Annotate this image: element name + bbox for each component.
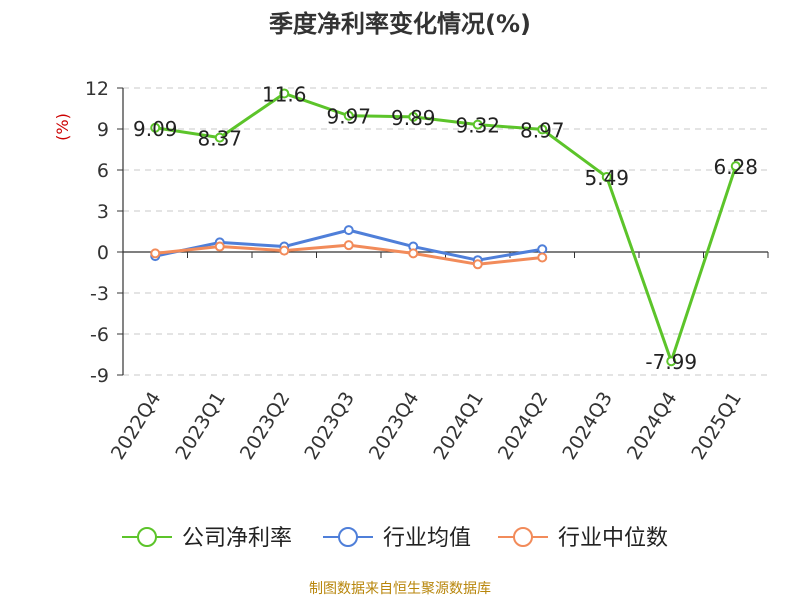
x-tick-label: 2023Q2 bbox=[236, 388, 295, 464]
data-point bbox=[150, 248, 161, 259]
data-point bbox=[279, 245, 290, 256]
data-point bbox=[343, 110, 354, 121]
data-point bbox=[343, 225, 354, 236]
series-line bbox=[155, 91, 738, 363]
data-point bbox=[601, 171, 612, 182]
data-label: 9.32 bbox=[455, 114, 500, 138]
data-label: 8.37 bbox=[197, 127, 242, 151]
x-tick-label: 2024Q4 bbox=[623, 388, 682, 464]
y-tick-label: -6 bbox=[90, 324, 109, 346]
data-point bbox=[730, 161, 741, 172]
data-point bbox=[666, 356, 677, 367]
y-tick-label: -9 bbox=[90, 365, 109, 387]
legend-swatch-marker bbox=[137, 527, 157, 547]
chart-title: 季度净利率变化情况(%) bbox=[269, 10, 531, 38]
y-axis-label: (%) bbox=[53, 113, 72, 141]
legend-label: 行业中位数 bbox=[558, 526, 668, 551]
y-tick-label: -3 bbox=[90, 283, 109, 305]
data-point bbox=[537, 244, 548, 255]
legend-swatch-marker bbox=[338, 527, 358, 547]
x-tick-label: 2023Q3 bbox=[300, 388, 359, 464]
x-tick-label: 2024Q2 bbox=[494, 388, 553, 464]
data-point bbox=[537, 124, 548, 135]
data-point bbox=[214, 132, 225, 143]
data-point bbox=[150, 122, 161, 133]
x-tick-label: 2025Q1 bbox=[687, 388, 746, 464]
y-tick-label: 3 bbox=[97, 201, 109, 223]
data-point bbox=[408, 248, 419, 259]
data-label: 11.6 bbox=[262, 82, 307, 106]
data-label: 8.97 bbox=[520, 118, 565, 142]
data-label: 9.09 bbox=[133, 117, 178, 141]
data-point bbox=[472, 259, 483, 270]
data-label: 9.97 bbox=[326, 105, 371, 129]
x-tick-label: 2022Q4 bbox=[107, 388, 166, 464]
y-tick-label: 6 bbox=[97, 160, 109, 182]
data-label: -7.99 bbox=[645, 350, 697, 374]
y-tick-label: 9 bbox=[97, 119, 109, 141]
data-point bbox=[408, 111, 419, 122]
data-point bbox=[472, 119, 483, 130]
data-label: 9.89 bbox=[391, 106, 436, 130]
data-label: 5.49 bbox=[584, 166, 629, 190]
data-source: 制图数据来自恒生聚源数据库 bbox=[309, 581, 491, 597]
data-label: 6.28 bbox=[713, 155, 758, 179]
x-tick-label: 2023Q4 bbox=[365, 388, 424, 464]
x-tick-label: 2023Q1 bbox=[171, 388, 230, 464]
x-tick-label: 2024Q3 bbox=[558, 388, 617, 464]
data-point bbox=[279, 88, 290, 99]
data-point bbox=[214, 241, 225, 252]
legend-label: 公司净利率 bbox=[182, 526, 292, 551]
data-point bbox=[343, 240, 354, 251]
legend-label: 行业均值 bbox=[383, 526, 471, 551]
y-tick-label: 12 bbox=[85, 78, 109, 100]
x-tick-label: 2024Q1 bbox=[429, 388, 488, 464]
y-tick-label: 0 bbox=[97, 242, 109, 264]
legend-swatch-marker bbox=[513, 527, 533, 547]
data-point bbox=[537, 252, 548, 263]
